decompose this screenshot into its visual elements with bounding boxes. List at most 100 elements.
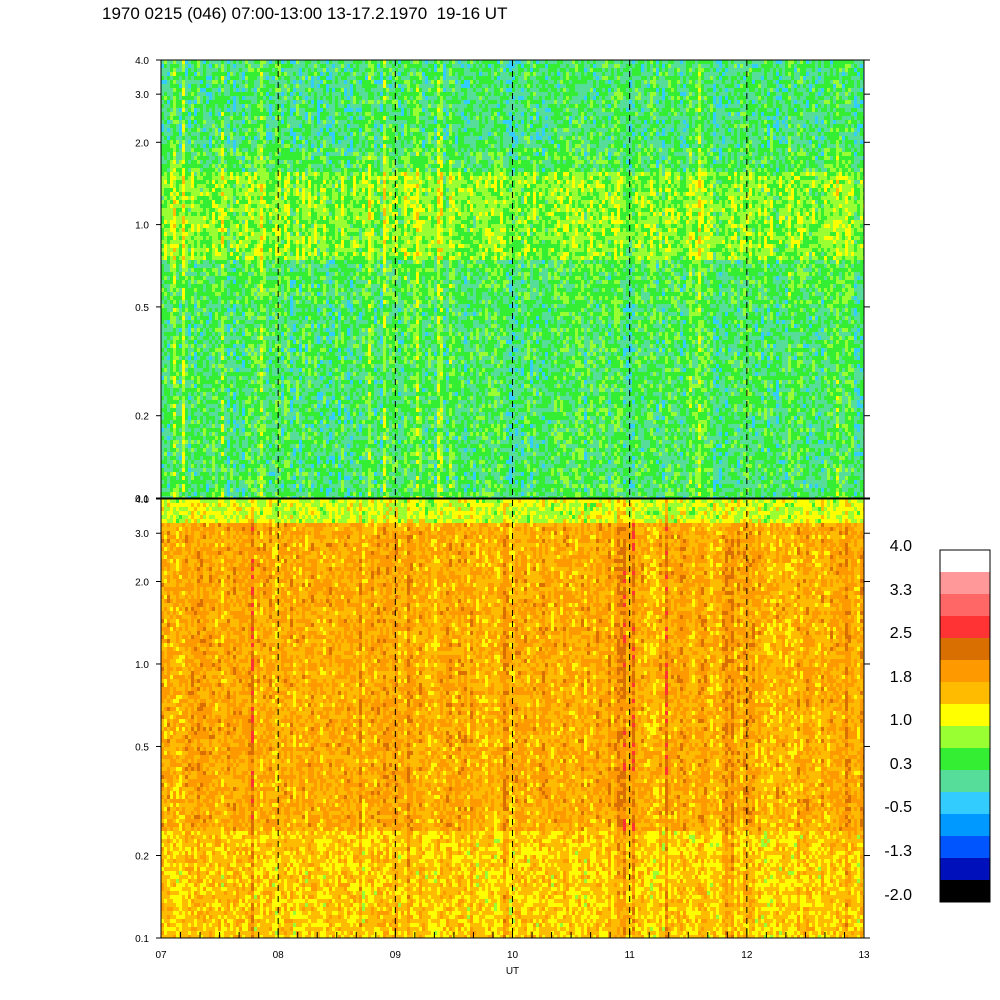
spectrogram-cell [173, 288, 176, 292]
spectrogram-cell [221, 328, 224, 332]
spectrogram-cell [173, 204, 176, 208]
spectrogram-cell [167, 480, 170, 484]
spectrogram-cell [260, 488, 263, 492]
spectrogram-cell [248, 340, 251, 344]
spectrogram-cell [257, 272, 260, 276]
spectrogram-cell [272, 160, 275, 164]
spectrogram-cell [164, 212, 167, 216]
spectrogram-cell [215, 356, 218, 360]
spectrogram-cell [224, 292, 227, 296]
spectrogram-cell [230, 340, 233, 344]
spectrogram-cell [200, 144, 203, 148]
spectrogram-cell [266, 376, 269, 380]
spectrogram-cell [179, 116, 182, 120]
spectrogram-cell [269, 120, 272, 124]
spectrogram-cell [221, 272, 224, 276]
spectrogram-cell [254, 176, 257, 180]
spectrogram-cell [260, 364, 263, 368]
spectrogram-cell [176, 220, 179, 224]
spectrogram-cell [203, 352, 206, 356]
spectrogram-cell [284, 348, 287, 352]
spectrogram-cell [173, 224, 176, 228]
spectrogram-cell [260, 96, 263, 100]
spectrogram-cell [203, 320, 206, 324]
spectrogram-cell [164, 356, 167, 360]
spectrogram-cell [284, 444, 287, 448]
spectrogram-cell [218, 212, 221, 216]
spectrogram-cell [245, 320, 248, 324]
spectrogram-cell [182, 448, 185, 452]
spectrogram-cell [203, 144, 206, 148]
spectrogram-cell [278, 68, 281, 72]
spectrogram-cell [281, 368, 284, 372]
spectrogram-cell [260, 412, 263, 416]
spectrogram-cell [173, 268, 176, 272]
spectrogram-cell [227, 172, 230, 176]
spectrogram-cell [227, 288, 230, 292]
spectrogram-cell [275, 288, 278, 292]
spectrogram-cell [272, 228, 275, 232]
spectrogram-cell [203, 468, 206, 472]
spectrogram-cell [206, 460, 209, 464]
spectrogram-cell [278, 240, 281, 244]
spectrogram-cell [173, 152, 176, 156]
spectrogram-cell [287, 496, 290, 498]
spectrogram-cell [230, 428, 233, 432]
spectrogram-cell [296, 80, 299, 84]
spectrogram-cell [176, 224, 179, 228]
spectrogram-cell [248, 336, 251, 340]
spectrogram-cell [161, 84, 164, 88]
spectrogram-cell [254, 232, 257, 236]
spectrogram-cell [167, 380, 170, 384]
spectrogram-cell [245, 156, 248, 160]
spectrogram-cell [260, 448, 263, 452]
spectrogram-cell [293, 312, 296, 316]
spectrogram-cell [278, 260, 281, 264]
spectrogram-cell [230, 200, 233, 204]
spectrogram-cell [221, 456, 224, 460]
spectrogram-cell [284, 372, 287, 376]
spectrogram-cell [164, 464, 167, 468]
spectrogram-cell [275, 200, 278, 204]
spectrogram-cell [284, 72, 287, 76]
spectrogram-cell [236, 116, 239, 120]
spectrogram-cell [224, 380, 227, 384]
spectrogram-cell [212, 280, 215, 284]
spectrogram-cell [173, 124, 176, 128]
spectrogram-cell [293, 128, 296, 132]
spectrogram-cell [173, 372, 176, 376]
spectrogram-cell [212, 132, 215, 136]
spectrogram-cell [236, 492, 239, 496]
spectrogram-cell [212, 316, 215, 320]
spectrogram-cell [188, 304, 191, 308]
spectrogram-cell [257, 60, 260, 64]
spectrogram-cell [194, 448, 197, 452]
spectrogram-cell [212, 284, 215, 288]
spectrogram-cell [200, 468, 203, 472]
spectrogram-cell [245, 360, 248, 364]
spectrogram-cell [251, 88, 254, 92]
spectrogram-cell [164, 140, 167, 144]
spectrogram-cell [170, 240, 173, 244]
spectrogram-cell [260, 444, 263, 448]
spectrogram-cell [203, 88, 206, 92]
spectrogram-cell [239, 60, 242, 64]
spectrogram-cell [266, 112, 269, 116]
spectrogram-cell [185, 116, 188, 120]
spectrogram-cell [287, 64, 290, 68]
spectrogram-cell [263, 340, 266, 344]
spectrogram-cell [194, 96, 197, 100]
spectrogram-cell [179, 60, 182, 64]
spectrogram-cell [164, 200, 167, 204]
spectrogram-cell [260, 212, 263, 216]
spectrogram-cell [224, 112, 227, 116]
spectrogram-cell [215, 232, 218, 236]
spectrogram-cell [182, 476, 185, 480]
spectrogram-cell [272, 108, 275, 112]
spectrogram-cell [182, 368, 185, 372]
spectrogram-cell [287, 416, 290, 420]
spectrogram-cell [248, 388, 251, 392]
spectrogram-cell [242, 328, 245, 332]
spectrogram-cell [194, 204, 197, 208]
spectrogram-cell [167, 276, 170, 280]
